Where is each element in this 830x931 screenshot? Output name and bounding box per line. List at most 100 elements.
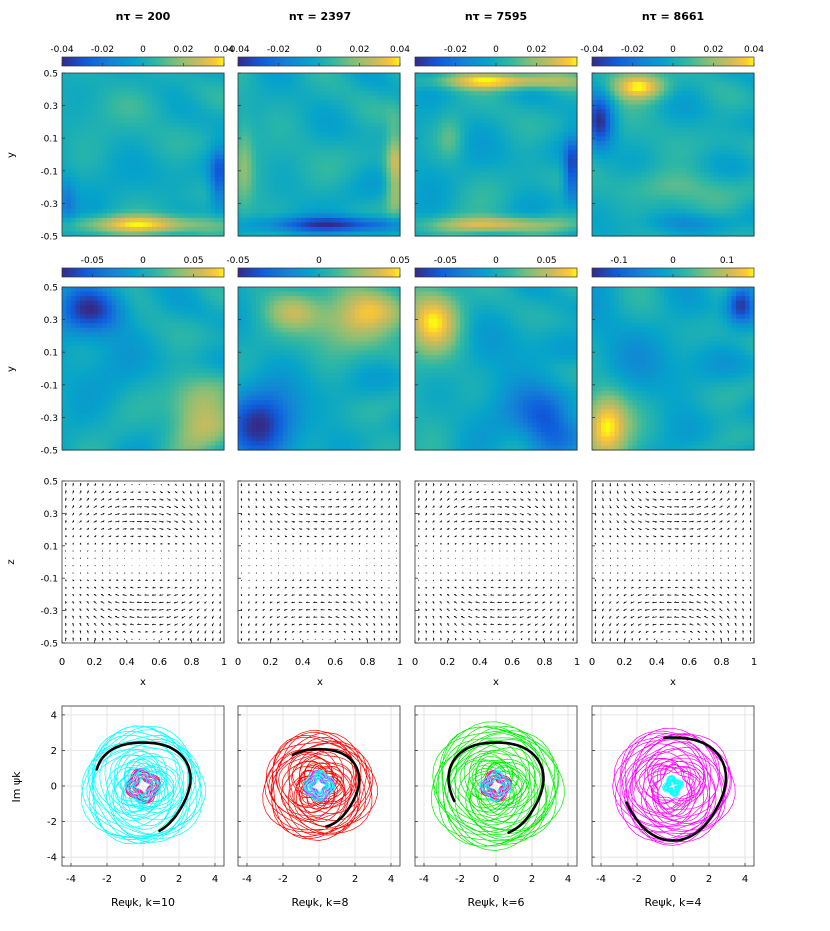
heatmap-cell [192, 186, 198, 192]
heatmap-cell [98, 82, 104, 88]
heatmap-cell [129, 118, 135, 124]
heatmap-cell [278, 172, 284, 178]
heatmap-cell [206, 217, 212, 224]
heatmap-cell [473, 222, 479, 228]
heatmap-cell [265, 86, 271, 92]
heatmap-cell [98, 217, 104, 224]
heatmap-cell [174, 181, 180, 187]
heatmap-cell [541, 154, 547, 160]
heatmap-cell [545, 109, 551, 115]
heatmap-cell [464, 91, 470, 97]
heatmap-cell [460, 172, 466, 178]
heatmap-cell [287, 168, 293, 174]
heatmap-cell [749, 154, 755, 160]
heatmap-cell [646, 131, 652, 137]
heatmap-cell [677, 104, 683, 110]
heatmap-cell [559, 91, 565, 97]
heatmap-cell [129, 82, 135, 88]
heatmap-cell [364, 140, 370, 147]
heatmap-cell [500, 172, 506, 178]
heatmap-cell [274, 222, 280, 228]
heatmap-cell [464, 149, 470, 156]
heatmap-cell [446, 154, 452, 160]
heatmap-cell [251, 163, 257, 169]
heatmap-cell [98, 73, 104, 79]
heatmap-cell [66, 86, 72, 92]
heatmap-cell [62, 195, 68, 201]
heatmap-cell [415, 222, 421, 228]
heatmap-cell [650, 95, 656, 101]
heatmap-cell [238, 154, 244, 160]
heatmap-cell [197, 190, 203, 196]
heatmap-cell [201, 163, 207, 169]
heatmap-cell [437, 149, 443, 156]
heatmap-cell [709, 77, 715, 83]
heatmap-cell [341, 82, 347, 88]
heatmap-cell [605, 127, 611, 133]
heatmap-cell [592, 190, 598, 196]
heatmap-cell [373, 159, 379, 165]
heatmap-cell [391, 222, 397, 228]
heatmap-cell [686, 177, 692, 183]
heatmap-cell [179, 217, 185, 224]
heatmap-cell [355, 204, 361, 210]
heatmap-cell [156, 231, 162, 237]
heatmap-cell [419, 77, 425, 83]
heatmap-cell [247, 140, 253, 147]
heatmap-cell [192, 204, 198, 210]
heatmap-cell [527, 127, 533, 133]
heatmap-cell [170, 149, 176, 156]
heatmap-cell [111, 127, 117, 133]
heatmap-cell [554, 217, 560, 224]
heatmap-cell [487, 82, 493, 88]
heatmap-cell [632, 181, 638, 187]
heatmap-cell [655, 127, 661, 133]
heatmap-cell [491, 222, 497, 228]
heatmap-cell [382, 231, 388, 237]
heatmap-cell [147, 86, 153, 92]
heatmap-cell [93, 159, 99, 165]
heatmap-cell [614, 73, 620, 79]
heatmap-cell [628, 149, 634, 156]
heatmap-cell [446, 104, 452, 110]
heatmap-cell [559, 100, 565, 106]
heatmap-cell [487, 177, 493, 183]
heatmap-cell [265, 118, 271, 124]
heatmap-cell [89, 204, 95, 210]
heatmap-cell [161, 77, 167, 83]
heatmap-cell [460, 204, 466, 210]
heatmap-cell [188, 95, 194, 101]
heatmap-cell [523, 149, 529, 156]
heatmap-cell [464, 122, 470, 128]
heatmap-cell [637, 104, 643, 110]
heatmap-cell [482, 213, 488, 219]
heatmap-cell [134, 217, 140, 224]
heatmap-cell [704, 95, 710, 101]
heatmap-cell [563, 195, 569, 201]
heatmap-cell [296, 73, 302, 79]
heatmap-cell [201, 190, 207, 196]
heatmap-cell [550, 226, 556, 233]
heatmap-cell [478, 140, 484, 147]
heatmap-cell [107, 104, 113, 110]
heatmap-cell [368, 131, 374, 137]
heatmap-cell [373, 109, 379, 115]
heatmap-cell [731, 172, 737, 178]
heatmap-cell [745, 172, 751, 178]
heatmap-cell [301, 91, 307, 97]
heatmap-cell [628, 113, 634, 119]
heatmap-cell [419, 159, 425, 165]
heatmap-cell [120, 122, 126, 128]
heatmap-cell [554, 195, 560, 201]
heatmap-cell [704, 163, 710, 169]
heatmap-cell [341, 172, 347, 178]
heatmap-cell [664, 127, 670, 133]
heatmap-cell [559, 186, 565, 192]
heatmap-cell [446, 231, 452, 237]
heatmap-cell [677, 181, 683, 187]
heatmap-cell [731, 118, 737, 124]
heatmap-cell [156, 131, 162, 137]
heatmap-cell [337, 145, 343, 151]
heatmap-cell [460, 109, 466, 115]
heatmap-cell [518, 131, 524, 137]
